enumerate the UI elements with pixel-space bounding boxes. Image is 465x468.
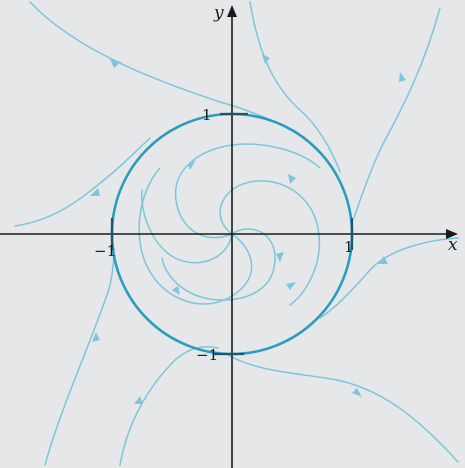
flow-arrowhead	[92, 332, 100, 342]
trajectory-inner-spiral-4	[161, 228, 276, 301]
flow-arrows	[90, 54, 406, 404]
flow-arrowhead	[286, 282, 296, 290]
trajectory-outer-bottom-right	[227, 354, 459, 463]
flow-arrowhead	[172, 286, 180, 295]
y-axis-arrowhead	[227, 5, 237, 17]
trajectory-outer-top-right-1	[249, 1, 341, 173]
flow-arrowhead	[399, 72, 406, 82]
tick-label-y-neg: −1	[196, 346, 218, 364]
y-axis-label: y	[213, 3, 224, 23]
x-axis-arrowhead	[446, 229, 458, 239]
flow-arrowhead	[188, 160, 196, 170]
tick-label-y-pos: 1	[202, 106, 212, 124]
trajectory-outer-left-top	[14, 137, 151, 227]
trajectory-outer-left-bottom	[44, 247, 115, 466]
trajectory-inner-spiral-2	[219, 180, 321, 306]
trajectory-inner-spiral-3	[138, 167, 253, 305]
flow-arrowhead	[276, 252, 284, 262]
trajectory-inner-spiral-1	[174, 143, 321, 239]
trajectory-outer-bottom-left	[119, 346, 219, 466]
tick-label-x-neg: −1	[94, 242, 116, 260]
flow-arrowhead	[134, 396, 143, 404]
flow-arrowhead	[378, 256, 388, 264]
flow-arrowhead	[288, 174, 296, 184]
x-axis-label: x	[448, 235, 458, 255]
trajectory-outer-right	[319, 237, 459, 319]
trajectory-outer-top-right-2	[353, 7, 441, 219]
trajectory-inner-spiral-5	[141, 189, 233, 264]
trajectories	[14, 1, 459, 466]
flow-arrowhead	[262, 54, 270, 64]
flow-arrowhead	[90, 188, 100, 196]
tick-label-x-pos: 1	[344, 238, 354, 256]
flow-arrowhead	[352, 388, 362, 397]
flow-arrowhead	[110, 59, 121, 68]
